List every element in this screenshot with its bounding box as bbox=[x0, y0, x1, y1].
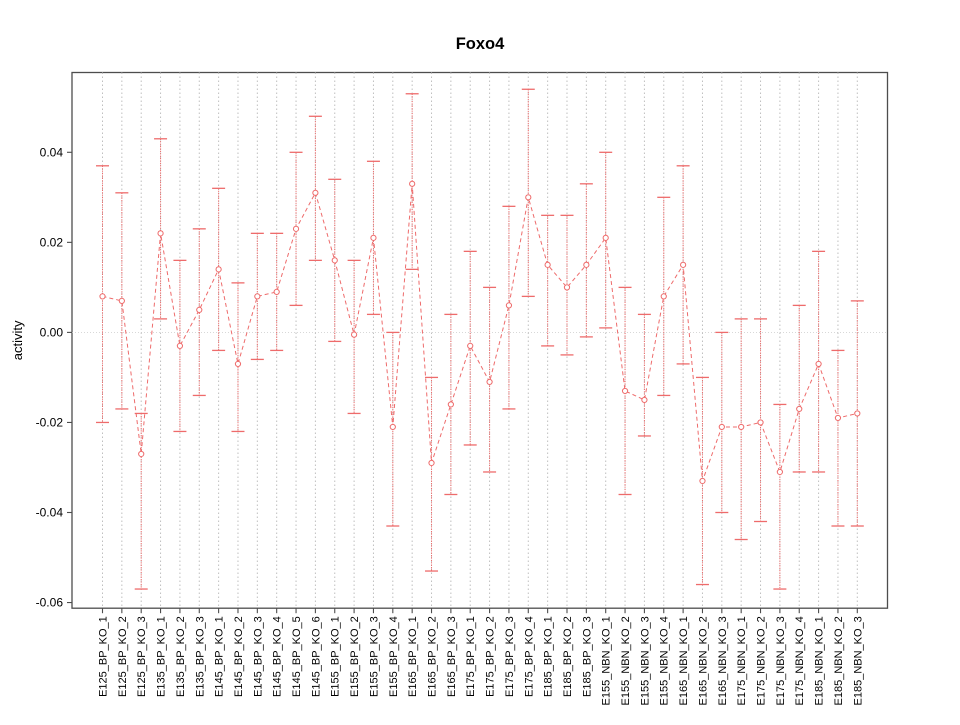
svg-text:E185_BP_KO_3: E185_BP_KO_3 bbox=[581, 616, 593, 697]
svg-text:E185_BP_KO_1: E185_BP_KO_1 bbox=[543, 616, 555, 697]
svg-text:E155_NBN_KO_1: E155_NBN_KO_1 bbox=[601, 616, 613, 705]
svg-text:E175_BP_KO_2: E175_BP_KO_2 bbox=[485, 616, 497, 697]
svg-text:E165_BP_KO_1: E165_BP_KO_1 bbox=[407, 616, 419, 697]
svg-text:E175_NBN_KO_3: E175_NBN_KO_3 bbox=[775, 616, 787, 705]
svg-text:0.00: 0.00 bbox=[40, 325, 64, 339]
svg-text:E185_NBN_KO_1: E185_NBN_KO_1 bbox=[814, 616, 826, 705]
svg-text:Foxo4: Foxo4 bbox=[456, 35, 505, 53]
svg-text:-0.06: -0.06 bbox=[36, 596, 64, 610]
svg-text:E155_BP_KO_1: E155_BP_KO_1 bbox=[330, 616, 342, 697]
svg-text:E145_BP_KO_6: E145_BP_KO_6 bbox=[310, 616, 322, 697]
svg-text:E175_BP_KO_3: E175_BP_KO_3 bbox=[504, 616, 516, 697]
svg-text:E185_NBN_KO_3: E185_NBN_KO_3 bbox=[852, 616, 864, 705]
svg-text:E155_BP_KO_2: E155_BP_KO_2 bbox=[349, 616, 361, 697]
svg-text:E155_NBN_KO_4: E155_NBN_KO_4 bbox=[659, 616, 671, 705]
svg-text:E145_BP_KO_5: E145_BP_KO_5 bbox=[291, 616, 303, 697]
svg-text:E125_BP_KO_3: E125_BP_KO_3 bbox=[136, 616, 148, 697]
svg-text:E135_BP_KO_2: E135_BP_KO_2 bbox=[175, 616, 187, 697]
svg-text:E175_NBN_KO_4: E175_NBN_KO_4 bbox=[794, 616, 806, 705]
svg-text:E135_BP_KO_1: E135_BP_KO_1 bbox=[156, 616, 168, 697]
svg-text:E145_BP_KO_4: E145_BP_KO_4 bbox=[272, 616, 284, 697]
svg-text:E145_BP_KO_2: E145_BP_KO_2 bbox=[233, 616, 245, 697]
svg-text:E155_BP_KO_3: E155_BP_KO_3 bbox=[368, 616, 380, 697]
svg-text:E135_BP_KO_3: E135_BP_KO_3 bbox=[194, 616, 206, 697]
svg-text:E155_BP_KO_4: E155_BP_KO_4 bbox=[388, 616, 400, 697]
svg-text:-0.02: -0.02 bbox=[36, 415, 64, 429]
svg-text:E165_NBN_KO_2: E165_NBN_KO_2 bbox=[697, 616, 709, 705]
svg-text:E165_BP_KO_2: E165_BP_KO_2 bbox=[427, 616, 439, 697]
svg-text:E155_NBN_KO_2: E155_NBN_KO_2 bbox=[620, 616, 632, 705]
svg-text:E145_BP_KO_3: E145_BP_KO_3 bbox=[252, 616, 264, 697]
svg-text:E165_BP_KO_3: E165_BP_KO_3 bbox=[446, 616, 458, 697]
svg-text:0.04: 0.04 bbox=[40, 145, 64, 159]
svg-text:E175_NBN_KO_1: E175_NBN_KO_1 bbox=[736, 616, 748, 705]
svg-text:E155_NBN_KO_3: E155_NBN_KO_3 bbox=[639, 616, 651, 705]
svg-text:0.02: 0.02 bbox=[40, 235, 64, 249]
svg-text:E175_BP_KO_4: E175_BP_KO_4 bbox=[523, 616, 535, 697]
svg-text:E175_NBN_KO_2: E175_NBN_KO_2 bbox=[756, 616, 768, 705]
svg-text:E145_BP_KO_1: E145_BP_KO_1 bbox=[214, 616, 226, 697]
svg-text:E165_NBN_KO_3: E165_NBN_KO_3 bbox=[717, 616, 729, 705]
svg-text:E125_BP_KO_2: E125_BP_KO_2 bbox=[117, 616, 129, 697]
svg-text:-0.04: -0.04 bbox=[36, 506, 64, 520]
svg-text:E185_NBN_KO_2: E185_NBN_KO_2 bbox=[833, 616, 845, 705]
svg-text:E165_NBN_KO_1: E165_NBN_KO_1 bbox=[678, 616, 690, 705]
svg-text:E185_BP_KO_2: E185_BP_KO_2 bbox=[562, 616, 574, 697]
svg-text:activity: activity bbox=[10, 320, 25, 360]
svg-text:E125_BP_KO_1: E125_BP_KO_1 bbox=[98, 616, 110, 697]
svg-text:E175_BP_KO_1: E175_BP_KO_1 bbox=[465, 616, 477, 697]
